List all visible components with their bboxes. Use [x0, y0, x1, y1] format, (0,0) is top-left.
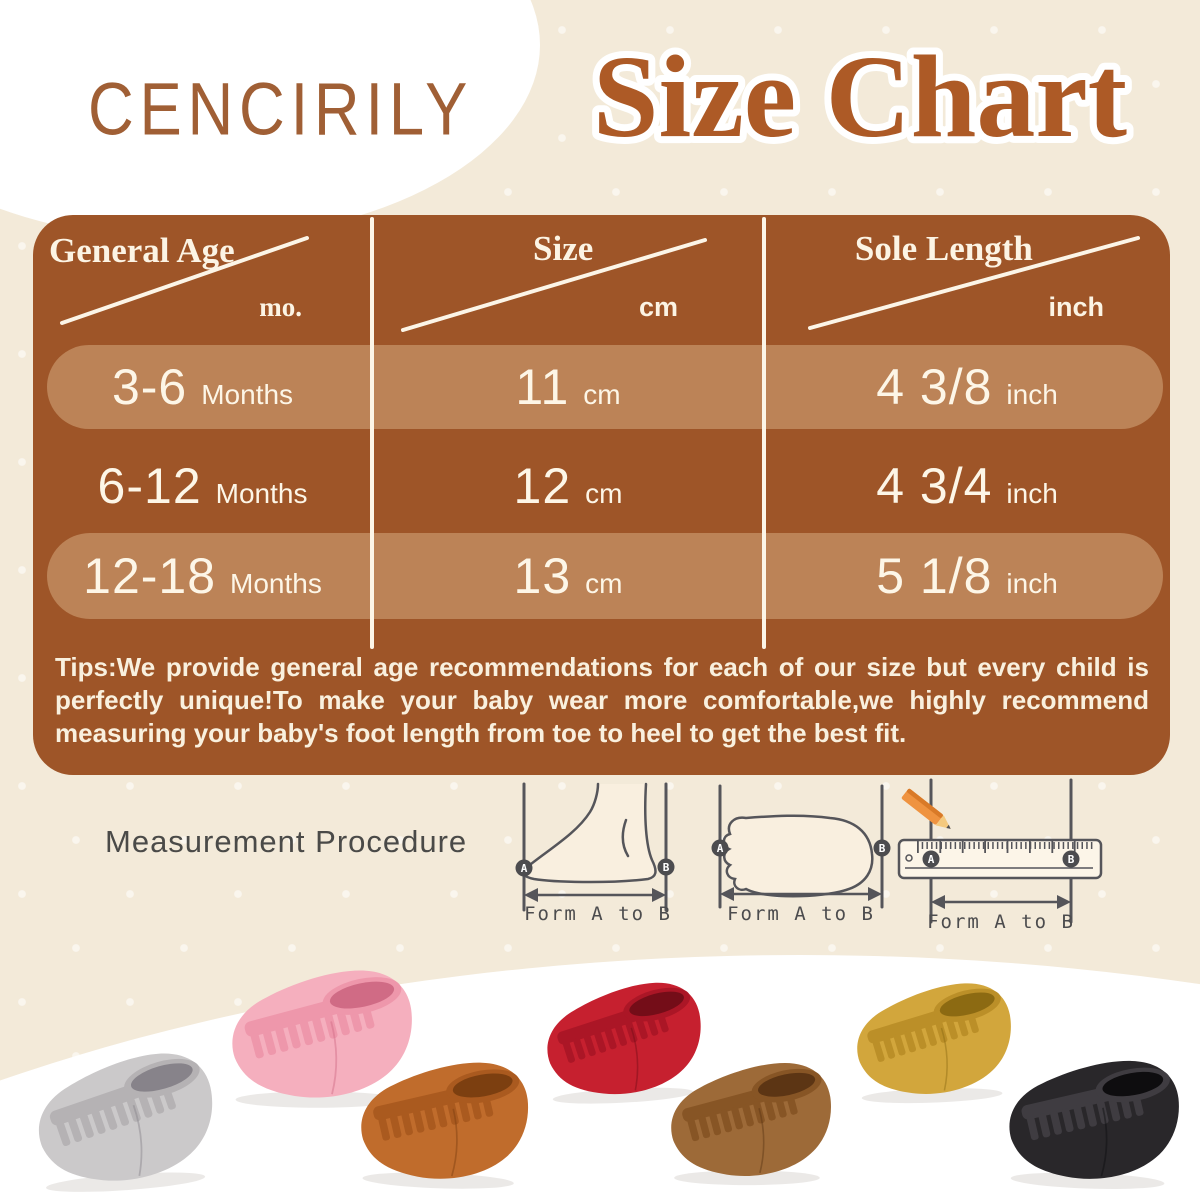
point-a-label: A: [928, 853, 935, 866]
cell-sole-length: 4 3/4 inch: [764, 457, 1170, 515]
measurement-procedure-heading: Measurement Procedure: [105, 824, 468, 859]
page-title: Size Chart: [586, 24, 1134, 169]
foot-fill: [523, 784, 656, 883]
header-cell-sole-length: Sole Length inch: [764, 215, 1170, 345]
row-highlight-bar: [47, 345, 1163, 429]
header-label-sole-length: Sole Length: [854, 229, 1033, 268]
age-value: 6-12: [97, 458, 202, 514]
cell-age: 12-18 Months: [33, 547, 372, 605]
size-table: General Age mo. Size cm Sole Length inch…: [33, 215, 1170, 775]
diagram-caption: Form A to B: [727, 903, 875, 925]
brand-logo: CENCIRILY: [88, 67, 474, 150]
header-label-size: Size: [533, 229, 594, 268]
arrowhead-left: [524, 888, 538, 902]
header-label-age: General Age: [49, 231, 235, 270]
foot-side-view-diagram: A B Form A to B: [515, 782, 675, 925]
sole-unit: inch: [1006, 379, 1058, 410]
arrowhead-right: [1057, 895, 1071, 909]
product-shoe-yellow: [846, 969, 1023, 1108]
size-value: 12: [513, 458, 572, 514]
arrowhead-left: [931, 895, 945, 909]
arrowhead-left: [720, 887, 734, 901]
size-value: 13: [513, 548, 572, 604]
header-unit-age: mo.: [259, 292, 302, 322]
sole-unit: inch: [1006, 568, 1058, 599]
size-unit: cm: [585, 478, 623, 509]
cell-size: 13 cm: [372, 547, 764, 605]
point-b-marker: [873, 839, 891, 857]
product-shoe-brown: [662, 1050, 840, 1188]
point-b-marker: [657, 858, 675, 876]
point-b-marker: [1062, 850, 1080, 868]
header-cell-size: Size cm: [372, 215, 764, 345]
cell-age: 3-6 Months: [33, 358, 372, 416]
row-highlight-bar: [47, 533, 1163, 619]
size-unit: cm: [583, 379, 621, 410]
cell-size: 12 cm: [372, 457, 764, 515]
foot-outline: [522, 782, 657, 884]
sole-unit: inch: [1006, 478, 1058, 509]
table-row: 3-6 Months 11 cm 4 3/8 inch: [33, 345, 1170, 429]
ruler-diagram: A B Form A to B: [897, 778, 1103, 933]
cell-size: 11 cm: [372, 358, 764, 416]
sole-value: 4 3/8: [876, 359, 993, 415]
cell-sole-length: 4 3/8 inch: [764, 358, 1170, 416]
header-diagonal-lines: [60, 236, 1140, 332]
point-b-label: B: [879, 842, 886, 855]
arrowhead-right: [868, 887, 882, 901]
table-row: 6-12 Months 12 cm 4 3/4 inch: [33, 441, 1170, 531]
point-a-marker: [711, 839, 729, 857]
header-cell-age: General Age mo.: [33, 215, 372, 345]
page-title-text: Size Chart: [593, 31, 1127, 162]
column-divider: [370, 217, 374, 649]
age-unit: Months: [230, 568, 322, 599]
column-divider: [762, 217, 766, 649]
size-unit: cm: [585, 568, 623, 599]
age-unit: Months: [215, 478, 308, 509]
foot-top-view-diagram: A B Form A to B: [711, 784, 891, 925]
sizing-tips-text: Tips:We provide general age recommendati…: [55, 652, 1149, 748]
pencil-icon: [901, 788, 951, 829]
cell-age: 6-12 Months: [33, 457, 372, 515]
age-value: 12-18: [83, 548, 217, 604]
diagram-caption: Form A to B: [524, 903, 672, 925]
point-a-label: A: [521, 862, 528, 875]
point-a-label: A: [717, 842, 724, 855]
point-a-marker: [922, 850, 940, 868]
product-shoe-caramel: [350, 1045, 540, 1194]
size-value: 11: [515, 359, 570, 415]
arrowhead-right: [652, 888, 666, 902]
product-shoe-grey: [23, 1035, 228, 1197]
header-unit-size: cm: [638, 292, 678, 322]
sole-value: 5 1/8: [876, 548, 993, 604]
point-b-label: B: [1068, 853, 1075, 866]
product-shoe-black: [998, 1043, 1191, 1195]
sole-value: 4 3/4: [876, 458, 993, 514]
ruler-hole: [905, 854, 913, 862]
age-value: 3-6: [111, 359, 188, 415]
header-unit-sole-length: inch: [1048, 292, 1104, 322]
diagram-caption: Form A to B: [927, 911, 1075, 933]
cell-sole-length: 5 1/8 inch: [764, 547, 1170, 605]
table-row: 12-18 Months 13 cm 5 1/8 inch: [33, 533, 1170, 619]
point-a-marker: [515, 859, 533, 877]
point-b-label: B: [663, 861, 670, 874]
age-unit: Months: [201, 379, 294, 410]
foot-top-outline: [722, 814, 874, 898]
